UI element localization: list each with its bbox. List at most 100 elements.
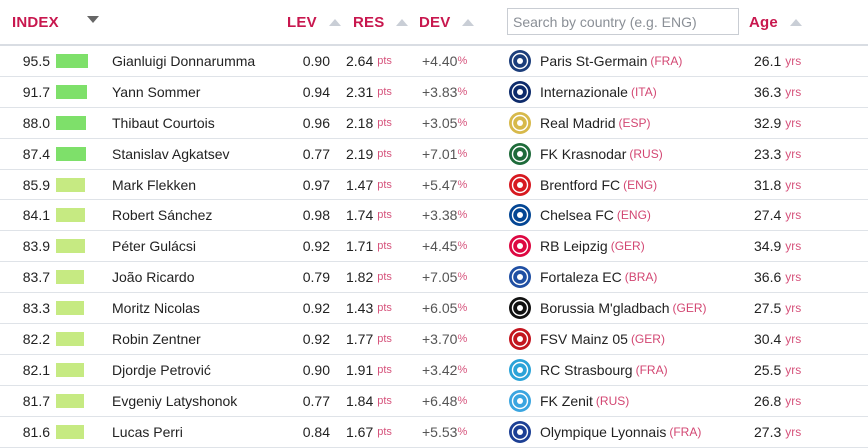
country-search-input[interactable]: [507, 8, 739, 35]
index-column-header[interactable]: INDEX: [12, 0, 59, 44]
table-row[interactable]: 81.6 Lucas Perri 0.84 1.67 pts +5.53% Olympiqu…: [0, 417, 868, 448]
club-cell[interactable]: Chelsea FC (ENG): [508, 200, 651, 230]
dev-cell: +3.70%: [422, 324, 482, 354]
club-country: (ENG): [623, 177, 658, 192]
index-bar: [56, 170, 90, 200]
club-cell[interactable]: Olympique Lyonnais (FRA): [508, 417, 701, 447]
age-cell: 31.8 yrs: [754, 170, 801, 200]
club-cell[interactable]: RC Strasbourg (FRA): [508, 355, 668, 385]
club-cell[interactable]: Internazionale (ITA): [508, 77, 657, 107]
index-bar-fill: [56, 362, 84, 377]
res-value: 1.91: [346, 361, 374, 378]
res-header-label: RES: [353, 13, 385, 31]
res-unit: pts: [377, 302, 392, 315]
club-country: (ESP): [618, 115, 651, 130]
res-value: 2.18: [346, 114, 374, 131]
player-name[interactable]: Lucas Perri: [112, 423, 183, 440]
res-cell: 1.77 pts: [346, 324, 406, 354]
table-row[interactable]: 83.3 Moritz Nicolas 0.92 1.43 pts +6.05% Borus…: [0, 293, 868, 325]
player-name[interactable]: Yann Sommer: [112, 83, 201, 100]
index-value: 95.5: [22, 52, 50, 69]
lev-value: 0.97: [302, 176, 330, 193]
table-row[interactable]: 82.2 Robin Zentner 0.92 1.77 pts +3.70% FSV Ma…: [0, 324, 868, 355]
player-name[interactable]: Stanislav Agkatsev: [112, 145, 230, 162]
res-unit: pts: [377, 209, 392, 222]
age-column-header[interactable]: Age: [749, 0, 802, 44]
age-value: 31.8: [754, 176, 782, 193]
res-unit: pts: [377, 363, 392, 376]
lev-column-header[interactable]: LEV: [287, 0, 341, 44]
real-madrid-crest-icon: [508, 111, 532, 135]
dev-unit: %: [457, 363, 468, 376]
age-value: 32.9: [754, 114, 782, 131]
player-name[interactable]: Djordje Petrović: [112, 361, 211, 378]
index-value: 83.3: [22, 300, 50, 317]
club-cell[interactable]: Brentford FC (ENG): [508, 170, 657, 200]
age-unit: yrs: [785, 362, 802, 377]
age-value: 26.1: [754, 52, 782, 69]
index-header-label: INDEX: [12, 13, 59, 31]
table-row[interactable]: 82.1 Djordje Petrović 0.90 1.91 pts +3.42% RC …: [0, 355, 868, 386]
res-column-header[interactable]: RES: [353, 0, 409, 44]
index-bar-fill: [56, 177, 85, 192]
dev-value: +3.70: [422, 330, 458, 347]
dev-value: +6.05: [422, 300, 458, 317]
club-cell[interactable]: Fortaleza EC (BRA): [508, 262, 657, 292]
index-value: 85.9: [22, 176, 50, 193]
index-value: 84.1: [22, 207, 50, 224]
club-cell[interactable]: FK Krasnodar (RUS): [508, 139, 663, 169]
club-cell[interactable]: Real Madrid (ESP): [508, 108, 651, 138]
dev-value: +5.53: [422, 423, 458, 440]
club-country: (ITA): [630, 84, 657, 99]
club-cell[interactable]: RB Leipzig (GER): [508, 231, 645, 261]
index-bar-fill: [56, 208, 85, 223]
table-row[interactable]: 88.0 Thibaut Courtois 0.96 2.18 pts +3.05% Rea…: [0, 108, 868, 139]
table-row[interactable]: 91.7 Yann Sommer 0.94 2.31 pts +3.83% Internaz…: [0, 77, 868, 108]
player-name[interactable]: Robin Zentner: [112, 330, 201, 347]
club-cell[interactable]: Borussia M'gladbach (GER): [508, 293, 707, 323]
res-value: 1.74: [346, 207, 374, 224]
club-cell[interactable]: FK Zenit (RUS): [508, 386, 629, 416]
player-name[interactable]: João Ricardo: [112, 269, 195, 286]
player-name[interactable]: Péter Gulácsi: [112, 238, 197, 255]
res-unit: pts: [377, 178, 392, 191]
player-name[interactable]: Gianluigi Donnarumma: [112, 52, 256, 69]
player-name[interactable]: Thibaut Courtois: [112, 114, 215, 131]
age-cell: 23.3 yrs: [754, 139, 801, 169]
player-name[interactable]: Robert Sánchez: [112, 207, 213, 224]
table-row[interactable]: 81.7 Evgeniy Latyshonok 0.77 1.84 pts +6.48% F…: [0, 386, 868, 417]
club-country: (BRA): [624, 270, 658, 285]
table-row[interactable]: 87.4 Stanislav Agkatsev 0.77 2.19 pts +7.01% F…: [0, 139, 868, 170]
age-cell: 26.1 yrs: [754, 46, 801, 76]
player-name[interactable]: Moritz Nicolas: [112, 300, 200, 317]
club-cell[interactable]: Paris St-Germain (FRA): [508, 46, 682, 76]
table-row[interactable]: 83.7 João Ricardo 0.79 1.82 pts +7.05% Fortale…: [0, 262, 868, 294]
psg-crest-icon: [508, 49, 532, 73]
club-cell[interactable]: FSV Mainz 05 (GER): [508, 324, 665, 354]
age-unit: yrs: [785, 84, 802, 99]
table-row[interactable]: 83.9 Péter Gulácsi 0.92 1.71 pts +4.45% RB Lei…: [0, 231, 868, 263]
index-bar-fill: [56, 146, 86, 161]
club-country: (FRA): [635, 362, 668, 377]
dev-column-header[interactable]: DEV: [419, 0, 475, 44]
index-bar: [56, 108, 90, 138]
res-unit: pts: [377, 240, 392, 253]
table-row[interactable]: 84.1 Robert Sánchez 0.98 1.74 pts +3.38% Chels…: [0, 200, 868, 232]
dev-cell: +3.83%: [422, 77, 482, 107]
lev-value: 0.92: [302, 238, 330, 255]
lev-value: 0.77: [302, 145, 330, 162]
index-value: 87.4: [22, 145, 50, 162]
sort-dropdown-icon[interactable]: [87, 16, 99, 23]
dev-unit: %: [457, 209, 468, 222]
dev-unit: %: [457, 85, 468, 98]
brentford-crest-icon: [508, 173, 532, 197]
res-value: 1.77: [346, 330, 374, 347]
res-unit: pts: [377, 85, 392, 98]
dev-unit: %: [457, 178, 468, 191]
table-row[interactable]: 95.5 Gianluigi Donnarumma 0.90 2.64 pts +4.40…: [0, 46, 868, 77]
table-row[interactable]: 85.9 Mark Flekken 0.97 1.47 pts +5.47% Brentfo…: [0, 170, 868, 201]
age-value: 27.3: [754, 423, 782, 440]
player-name[interactable]: Evgeniy Latyshonok: [112, 392, 238, 409]
player-name[interactable]: Mark Flekken: [112, 176, 197, 193]
index-bar: [56, 77, 90, 107]
